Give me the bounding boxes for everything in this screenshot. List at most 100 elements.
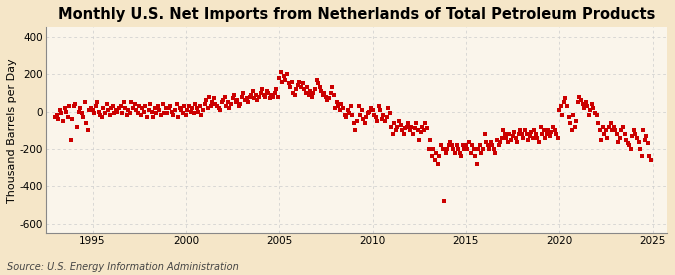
Point bbox=[241, 96, 252, 101]
Point bbox=[420, 120, 431, 125]
Point bbox=[107, 104, 118, 108]
Point bbox=[641, 134, 651, 138]
Point bbox=[72, 124, 82, 129]
Point bbox=[298, 87, 309, 91]
Point bbox=[236, 94, 247, 99]
Point bbox=[149, 106, 160, 110]
Point bbox=[582, 104, 593, 108]
Point bbox=[509, 130, 520, 134]
Point bbox=[422, 126, 433, 131]
Point bbox=[136, 113, 146, 117]
Point bbox=[244, 94, 255, 99]
Point bbox=[448, 147, 459, 151]
Point bbox=[104, 113, 115, 117]
Point bbox=[375, 108, 385, 112]
Point bbox=[435, 143, 446, 147]
Point bbox=[460, 143, 471, 147]
Point bbox=[614, 136, 625, 140]
Point bbox=[618, 124, 628, 129]
Point bbox=[552, 136, 563, 140]
Text: Source: U.S. Energy Information Administration: Source: U.S. Energy Information Administ… bbox=[7, 262, 238, 272]
Point bbox=[373, 104, 384, 108]
Point bbox=[601, 128, 612, 133]
Point bbox=[341, 115, 352, 119]
Point bbox=[53, 117, 63, 121]
Point bbox=[403, 120, 414, 125]
Point bbox=[588, 106, 599, 110]
Point bbox=[205, 104, 216, 108]
Point bbox=[643, 141, 653, 145]
Point bbox=[441, 147, 452, 151]
Point bbox=[630, 132, 641, 136]
Point bbox=[275, 70, 286, 75]
Point bbox=[92, 100, 103, 104]
Point bbox=[372, 119, 383, 123]
Point bbox=[608, 124, 619, 129]
Point bbox=[532, 136, 543, 140]
Point bbox=[578, 106, 589, 110]
Point bbox=[443, 143, 454, 147]
Title: Monthly U.S. Net Imports from Netherlands of Total Petroleum Products: Monthly U.S. Net Imports from Netherland… bbox=[58, 7, 655, 22]
Point bbox=[533, 139, 544, 144]
Point bbox=[504, 132, 515, 136]
Point bbox=[338, 106, 348, 110]
Point bbox=[256, 87, 267, 91]
Point bbox=[173, 115, 184, 119]
Point bbox=[637, 154, 647, 159]
Point bbox=[531, 132, 541, 136]
Point bbox=[313, 81, 323, 86]
Point bbox=[389, 120, 400, 125]
Point bbox=[155, 113, 166, 117]
Point bbox=[62, 115, 73, 119]
Point bbox=[383, 106, 394, 110]
Point bbox=[169, 108, 180, 112]
Point bbox=[489, 147, 500, 151]
Point bbox=[327, 85, 338, 89]
Point bbox=[507, 134, 518, 138]
Point bbox=[210, 102, 221, 106]
Point bbox=[462, 147, 472, 151]
Point bbox=[331, 100, 342, 104]
Point bbox=[549, 128, 560, 133]
Point bbox=[316, 89, 327, 93]
Point bbox=[292, 83, 303, 87]
Point bbox=[86, 106, 97, 110]
Point bbox=[490, 150, 501, 155]
Point bbox=[537, 132, 547, 136]
Point bbox=[143, 108, 154, 112]
Point bbox=[176, 108, 186, 112]
Point bbox=[602, 136, 613, 140]
Point bbox=[232, 98, 242, 103]
Point bbox=[128, 106, 138, 110]
Point bbox=[456, 154, 466, 159]
Point bbox=[224, 106, 235, 110]
Point bbox=[545, 134, 556, 138]
Point bbox=[196, 113, 207, 117]
Point bbox=[513, 132, 524, 136]
Point bbox=[540, 136, 551, 140]
Point bbox=[465, 150, 476, 155]
Point bbox=[599, 132, 610, 136]
Point bbox=[625, 147, 636, 151]
Point bbox=[75, 106, 86, 110]
Point bbox=[603, 124, 614, 129]
Point bbox=[529, 128, 540, 133]
Point bbox=[409, 126, 420, 131]
Point bbox=[202, 106, 213, 110]
Point bbox=[142, 115, 153, 119]
Point bbox=[433, 162, 443, 166]
Point bbox=[464, 139, 475, 144]
Point bbox=[339, 113, 350, 117]
Point bbox=[390, 128, 401, 133]
Point bbox=[140, 104, 151, 108]
Point bbox=[394, 119, 404, 123]
Point bbox=[371, 115, 381, 119]
Point bbox=[616, 128, 627, 133]
Point bbox=[571, 119, 582, 123]
Point bbox=[235, 102, 246, 106]
Point bbox=[367, 108, 378, 112]
Point bbox=[160, 106, 171, 110]
Point bbox=[361, 115, 372, 119]
Point bbox=[439, 199, 450, 204]
Point bbox=[148, 115, 159, 119]
